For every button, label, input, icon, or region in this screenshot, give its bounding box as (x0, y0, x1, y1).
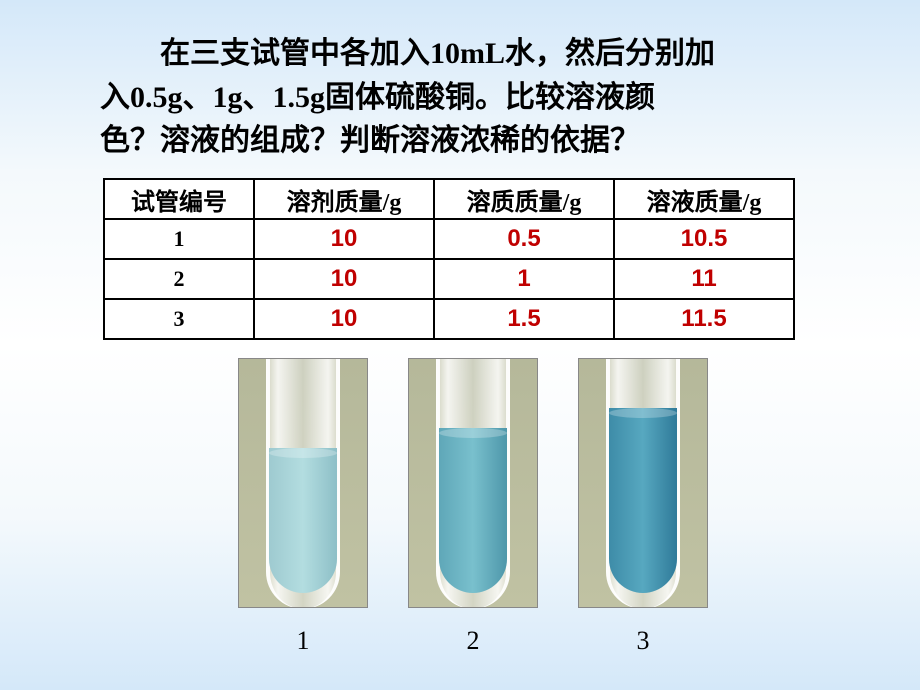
table-header-row: 试管编号 溶剂质量/g 溶质质量/g 溶液质量/g (104, 179, 794, 219)
test-tube-2: 2 (408, 358, 538, 656)
cell-tube-no: 3 (104, 299, 254, 339)
cell-solvent: 10 (254, 259, 434, 299)
test-tube-1: 1 (238, 358, 368, 656)
table-row: 2 10 1 11 (104, 259, 794, 299)
cell-solution: 11.5 (614, 299, 794, 339)
solution-data-table: 试管编号 溶剂质量/g 溶质质量/g 溶液质量/g 1 10 0.5 10.5 … (103, 178, 795, 340)
cell-solute: 1 (434, 259, 614, 299)
tube-image-3 (578, 358, 708, 608)
tube-liquid-1 (269, 448, 337, 593)
header-solvent-mass: 溶剂质量/g (254, 179, 434, 219)
header-solution-mass: 溶液质量/g (614, 179, 794, 219)
header-solute-mass: 溶质质量/g (434, 179, 614, 219)
cell-tube-no: 2 (104, 259, 254, 299)
tube-liquid-3 (609, 408, 677, 593)
test-tube-3: 3 (578, 358, 708, 656)
table-row: 3 10 1.5 11.5 (104, 299, 794, 339)
cell-solution: 10.5 (614, 219, 794, 259)
question-line-3: 色？溶液的组成？判断溶液浓稀的依据？ (100, 124, 640, 157)
test-tubes-container: 1 2 3 (238, 358, 708, 648)
tube-liquid-2 (439, 428, 507, 593)
header-tube-no: 试管编号 (104, 179, 254, 219)
tube-label-1: 1 (297, 626, 310, 656)
cell-solute: 1.5 (434, 299, 614, 339)
question-line-1: 在三支试管中各加入10mL水，然后分别加 (100, 37, 715, 70)
cell-tube-no: 1 (104, 219, 254, 259)
cell-solution: 11 (614, 259, 794, 299)
table-row: 1 10 0.5 10.5 (104, 219, 794, 259)
tube-image-2 (408, 358, 538, 608)
cell-solvent: 10 (254, 219, 434, 259)
question-line-2: 入0.5g、1g、1.5g固体硫酸铜。比较溶液颜 (100, 81, 655, 114)
tube-label-3: 3 (637, 626, 650, 656)
tube-label-2: 2 (467, 626, 480, 656)
cell-solvent: 10 (254, 299, 434, 339)
cell-solute: 0.5 (434, 219, 614, 259)
question-text: 在三支试管中各加入10mL水，然后分别加 入0.5g、1g、1.5g固体硫酸铜。… (100, 32, 845, 163)
tube-image-1 (238, 358, 368, 608)
